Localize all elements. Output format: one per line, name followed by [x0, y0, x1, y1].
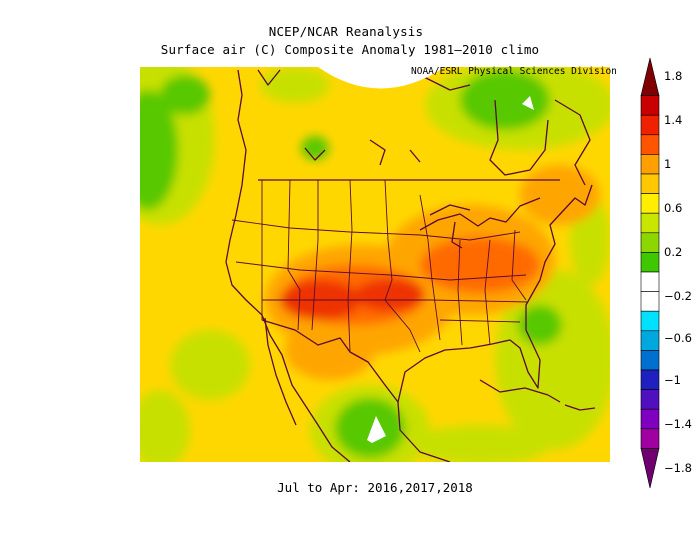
mexico-gulf-coastline	[397, 401, 451, 462]
orange-red-region-ohio-valley	[420, 237, 540, 293]
labrador-coastline	[554, 99, 591, 186]
green-region-quebec	[460, 70, 550, 130]
state-border-12	[262, 299, 529, 303]
colorbar-segment-5	[640, 154, 660, 175]
state-border-9	[511, 229, 527, 301]
title-line-2: Surface air (C) Composite Anomaly 1981–2…	[160, 42, 540, 57]
colorbar-label-10: −1.8	[664, 461, 692, 475]
green-region-gulf-mexico	[335, 398, 405, 458]
colorbar-label-6: −0.2	[664, 289, 692, 303]
alaska-panhandle-coast	[257, 69, 281, 86]
colorbar-segment-6	[640, 173, 660, 194]
colorbar-label-7: −0.6	[664, 331, 692, 345]
white-patch-gulf	[367, 416, 386, 443]
credit-text: NOAA/ESRL Physical Sciences Division	[411, 66, 617, 77]
yellow-green-region-caribbean	[410, 425, 550, 462]
orange-region-mexico	[285, 320, 375, 380]
colorbar-segment-8	[640, 212, 660, 234]
colorbar-segment-16	[640, 369, 660, 390]
colorbar-segment-14	[640, 330, 660, 351]
state-border-7	[457, 239, 463, 346]
lake-superior	[429, 204, 471, 216]
anomaly-field	[140, 67, 610, 462]
geographic-boundaries	[225, 69, 596, 462]
gulf-atlantic-coastline	[397, 184, 593, 403]
white-patch-hudson	[522, 96, 534, 110]
colorbar-label-8: −1	[664, 373, 681, 387]
state-border-11	[235, 261, 527, 281]
state-border-13	[439, 319, 521, 323]
period-caption: Jul to Apr: 2016,2017,2018	[277, 480, 473, 495]
colorbar-label-9: −1.4	[664, 417, 692, 431]
yellow-green-region-southwest	[170, 330, 250, 400]
colorbar-segment-20	[640, 448, 660, 489]
canadian-lakes	[304, 139, 421, 166]
state-border-6	[419, 194, 441, 341]
state-border-8	[484, 239, 491, 346]
colorbar-segment-12	[640, 291, 660, 312]
colorbar-label-5: 0.2	[664, 245, 683, 259]
red-region-oklahoma-core	[355, 279, 425, 311]
colorbar-segment-2	[640, 95, 660, 116]
yellow-green-region-pacific-south	[140, 390, 190, 462]
state-border-2	[287, 179, 301, 331]
state-borders	[231, 179, 529, 353]
colorbar-segment-7	[640, 193, 660, 214]
pacific-coastline	[225, 69, 351, 462]
colorbar-segment-17	[640, 389, 660, 410]
state-border-5	[384, 179, 421, 353]
colorbar-segment-19	[640, 428, 660, 449]
colorbar-segment-15	[640, 350, 660, 371]
baja-coastline	[264, 317, 297, 426]
state-border-4	[347, 179, 353, 353]
green-region-northwest	[160, 75, 210, 115]
colorbar-label-3: 1	[664, 157, 672, 171]
colorbar-segment-10	[640, 252, 660, 273]
colorbar-segment-1	[640, 57, 660, 96]
hispaniola-coastline	[564, 404, 596, 411]
colorbar-segment-11	[640, 271, 660, 292]
colorbar-segment-4	[640, 134, 660, 155]
colorbar-segment-18	[640, 408, 660, 430]
cuba-coastline	[479, 379, 561, 403]
us-mexico-border	[261, 319, 399, 403]
hudson-bay-coastline	[489, 99, 549, 176]
colorbar-segment-13	[640, 310, 660, 332]
colorbar-label-2: 1.4	[664, 113, 683, 127]
yellow-green-region-canada	[260, 67, 330, 103]
green-region-pacific	[140, 90, 178, 210]
colorbar-label-1: 1.8	[664, 69, 683, 83]
green-patch-canada	[301, 136, 329, 160]
title-line-1: NCEP/NCAR Reanalysis	[268, 24, 424, 39]
colorbar-segment-3	[640, 114, 660, 136]
lake-michigan	[451, 221, 463, 249]
colorbar-label-4: 0.6	[664, 201, 683, 215]
great-lakes-region	[419, 197, 541, 231]
colorbar-segment-9	[640, 232, 660, 253]
state-border-10	[231, 219, 521, 241]
